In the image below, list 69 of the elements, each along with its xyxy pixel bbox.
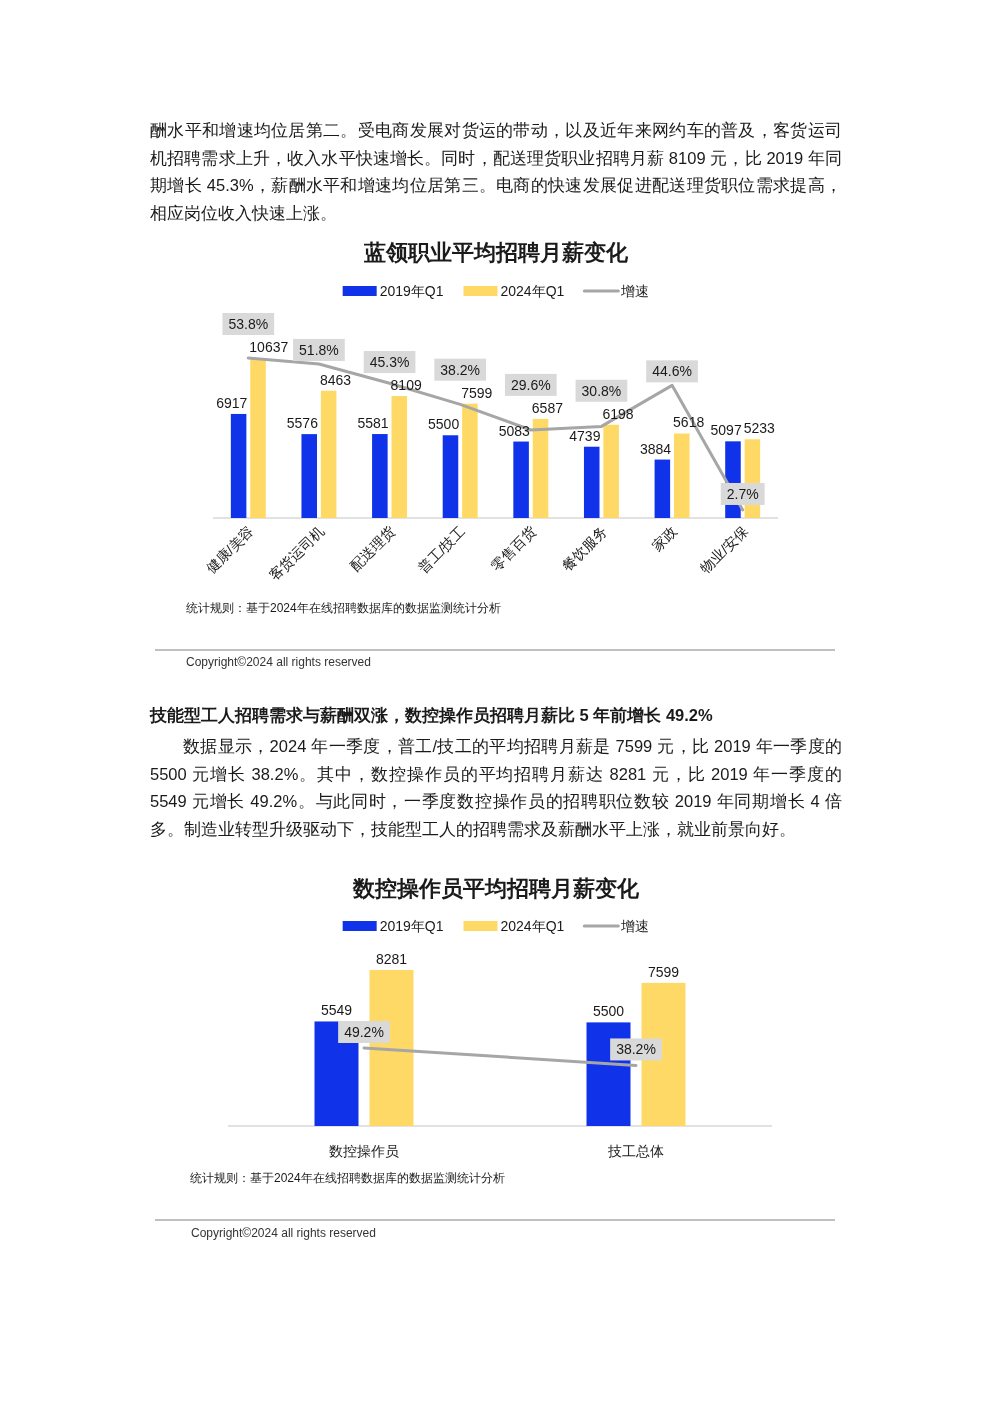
bar bbox=[674, 433, 690, 518]
data-label: 6917 bbox=[216, 394, 248, 411]
bar bbox=[250, 358, 266, 518]
x-tick-label: 零售百货 bbox=[488, 522, 539, 574]
data-label: 10637 bbox=[249, 339, 289, 355]
bar bbox=[532, 418, 549, 518]
bar bbox=[462, 403, 478, 518]
bar bbox=[513, 441, 529, 518]
legend-label: 增速 bbox=[620, 918, 650, 934]
data-label: 5097 bbox=[710, 422, 742, 439]
data-label: 38.2% bbox=[440, 361, 481, 378]
data-label: 44.6% bbox=[652, 363, 692, 380]
data-label: 45.3% bbox=[369, 354, 410, 371]
chart-title: 蓝领职业平均招聘月薪变化 bbox=[363, 240, 629, 265]
data-label: 38.2% bbox=[616, 1041, 656, 1058]
bar bbox=[391, 396, 408, 518]
text: 酬水平和增速均位居第二。受电商发展对货运的带动，以及近年来网约车的普及，客货运司机招聘需求上升，收入水平快速增长。同时，配送理货职业招聘月薪 8109 元，比 2019 年同期增长 45.3%，薪酬水平和增速均位居第三。电商的快速发展促进配送理货职位需求提高，相应岗位收入快速上涨。 bbox=[150, 120, 842, 224]
bar bbox=[372, 434, 388, 518]
data-label: 49.2% bbox=[344, 1024, 384, 1040]
bar bbox=[583, 446, 600, 518]
data-label: 5233 bbox=[743, 420, 776, 437]
data-label: 5618 bbox=[673, 414, 705, 431]
x-tick-label: 技工总体 bbox=[607, 1143, 664, 1159]
x-tick-label: 餐饮服务 bbox=[558, 522, 610, 574]
x-tick-label: 配送理货 bbox=[346, 522, 398, 574]
legend-label: 增速 bbox=[620, 283, 650, 299]
text: Copyright©2024 all rights reserved bbox=[191, 1226, 376, 1240]
data-label: 8463 bbox=[319, 371, 352, 388]
data-label: 7599 bbox=[461, 384, 493, 401]
legend-label: 2019年Q1 bbox=[379, 283, 444, 299]
data-label: 3884 bbox=[639, 440, 672, 457]
text: Copyright©2024 all rights reserved bbox=[186, 655, 371, 669]
data-label: 7599 bbox=[647, 963, 680, 980]
data-label: 5083 bbox=[498, 422, 531, 439]
text: 数据显示，2024 年一季度，普工/技工的平均招聘月薪是 7599 元，比 2019 年一季度的 5500 元增长 38.2%。其中，数控操作员的平均招聘月薪达 8281 元，比 2019 年一季度的 5549 元增长 49.2%。与此同时，一季度数控操作员的招聘职位数较 2019 年同期增长 4 倍多。制造业转型升级驱动下，技能型工人的招聘需求及薪酬水平上涨，就业前景向好。 bbox=[150, 736, 842, 840]
legend-label: 2019年Q1 bbox=[379, 918, 444, 934]
x-tick-label: 数控操作员 bbox=[329, 1143, 399, 1159]
bar bbox=[442, 435, 459, 518]
data-label: 30.8% bbox=[581, 382, 622, 399]
data-label: 4739 bbox=[569, 427, 601, 444]
data-label: 5576 bbox=[286, 415, 319, 432]
x-tick-label: 物业/安保 bbox=[697, 522, 751, 577]
data-label: 5500 bbox=[592, 1003, 625, 1020]
data-label: 2.7% bbox=[726, 485, 759, 502]
legend-label: 2024年Q1 bbox=[500, 283, 565, 299]
chart-title: 数控操作员平均招聘月薪变化 bbox=[352, 876, 640, 901]
data-label: 6198 bbox=[602, 405, 634, 422]
data-label: 53.8% bbox=[228, 316, 269, 332]
x-tick-label: 家政 bbox=[649, 522, 681, 554]
text: 统计规则：基于2024年在线招聘数据库的数据监测统计分析 bbox=[190, 1170, 505, 1187]
legend-label: 2024年Q1 bbox=[500, 918, 565, 934]
data-label: 5500 bbox=[428, 416, 460, 433]
data-label: 5581 bbox=[357, 415, 389, 432]
bar bbox=[320, 390, 337, 518]
bar bbox=[603, 424, 619, 518]
bar bbox=[654, 459, 671, 518]
text: 技能型工人招聘需求与薪酬双涨，数控操作员招聘月薪比 5 年前增长 49.2% bbox=[150, 705, 714, 726]
data-label: 8109 bbox=[390, 377, 422, 394]
x-tick-label: 客货运司机 bbox=[266, 522, 328, 584]
data-label: 6587 bbox=[531, 399, 564, 416]
data-label: 8281 bbox=[375, 951, 408, 967]
x-tick-label: 普工/技工 bbox=[414, 522, 469, 577]
bar bbox=[230, 413, 247, 518]
data-label: 29.6% bbox=[510, 376, 551, 393]
data-label: 51.8% bbox=[299, 341, 339, 358]
text: 统计规则：基于2024年在线招聘数据库的数据监测统计分析 bbox=[186, 600, 501, 617]
x-tick-label: 健康/美容 bbox=[202, 522, 257, 577]
data-label: 5549 bbox=[320, 1002, 353, 1019]
bar bbox=[301, 434, 317, 518]
